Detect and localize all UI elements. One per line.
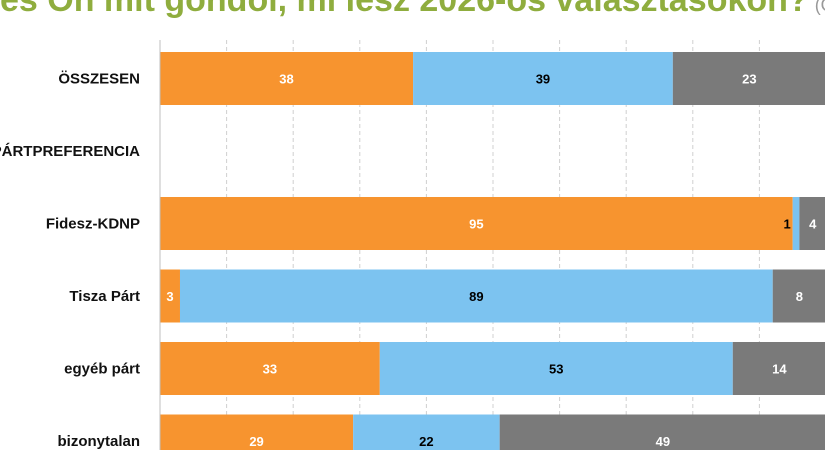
data-label: 29 <box>249 434 263 449</box>
data-label: 49 <box>656 434 670 449</box>
bar-segment <box>379 342 733 395</box>
data-label: 38 <box>279 72 293 87</box>
chart-title: és Ön mit gondol, mi lesz 2026-os válasz… <box>0 0 825 22</box>
bar-segment <box>160 52 414 105</box>
category-label: Tisza Párt <box>69 288 140 305</box>
title-text: és Ön mit gondol, mi lesz 2026-os válasz… <box>0 0 809 19</box>
data-label: 3 <box>166 289 173 304</box>
title-note: (Összes <box>814 0 825 15</box>
bar-segment <box>160 342 380 395</box>
data-label: 39 <box>536 72 550 87</box>
data-label: 14 <box>772 362 787 377</box>
bar-segment <box>160 269 180 323</box>
category-labels: ÖSSZESEN PÁRTPREFERENCIA Fidesz-KDNP Tisza … <box>0 71 140 450</box>
bar-segment <box>179 269 773 323</box>
category-label: ÖSSZESEN <box>58 71 140 88</box>
bar-segment <box>772 269 825 323</box>
category-label: Fidesz-KDNP <box>46 216 140 233</box>
bar-segment <box>499 414 825 450</box>
data-label: 23 <box>742 72 756 87</box>
bar-segment <box>353 414 500 450</box>
bar-segment <box>160 414 354 450</box>
bar-segment <box>792 197 800 250</box>
bar-segment <box>413 52 673 105</box>
data-label: 95 <box>469 217 483 232</box>
data-label: 4 <box>809 217 817 232</box>
data-label: 53 <box>549 362 563 377</box>
bar-segment <box>732 342 825 395</box>
bar-segment <box>160 197 793 250</box>
category-label: bizonytalan <box>57 433 140 450</box>
data-label: 8 <box>796 289 803 304</box>
data-label: 22 <box>419 434 433 449</box>
data-label: 1 <box>783 217 790 232</box>
data-label: 89 <box>469 289 483 304</box>
category-label: PÁRTPREFERENCIA <box>0 143 140 160</box>
bar-segment <box>799 197 825 250</box>
category-label: egyéb párt <box>64 361 140 378</box>
bar-segment <box>672 52 825 105</box>
data-label: 33 <box>263 362 277 377</box>
